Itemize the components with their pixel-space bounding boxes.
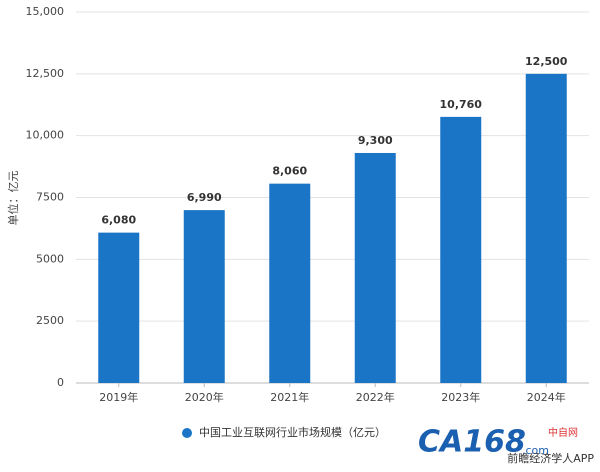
bar [440,116,482,384]
value-label: 8,060 [272,165,307,178]
legend-marker [182,428,192,438]
value-label: 6,080 [101,214,136,227]
x-tick-label: 2023年 [441,390,480,404]
y-tick-label: 0 [57,376,64,389]
y-tick-label: 15,000 [26,5,65,18]
value-label: 10,760 [440,98,483,111]
logo-cn: 中自网 [548,426,578,439]
y-axis-label: 单位：亿元 [6,171,20,226]
y-tick-label: 5000 [36,252,64,265]
value-label: 6,990 [187,191,222,204]
bar [525,73,567,383]
source: 前瞻经济学人APP [507,451,594,465]
x-tick-label: 2019年 [99,390,138,404]
x-tick-label: 2021年 [270,390,309,404]
x-tick-label: 2024年 [527,390,566,404]
x-tick-label: 2022年 [356,390,395,404]
y-tick-label: 2500 [36,314,64,327]
logo-domain: .com [522,444,549,457]
y-tick-label: 10,000 [26,129,65,142]
logo: CA168 [418,425,526,460]
bar [183,210,225,383]
bar [354,152,396,383]
bar [269,183,311,383]
value-label: 9,300 [358,134,393,147]
value-label: 12,500 [525,55,568,68]
x-tick-label: 2020年 [185,390,224,404]
legend-label: 中国工业互联网行业市场规模（亿元） [199,425,386,439]
bar [98,232,140,383]
y-tick-label: 7500 [36,191,64,204]
y-tick-label: 12,500 [26,67,65,80]
